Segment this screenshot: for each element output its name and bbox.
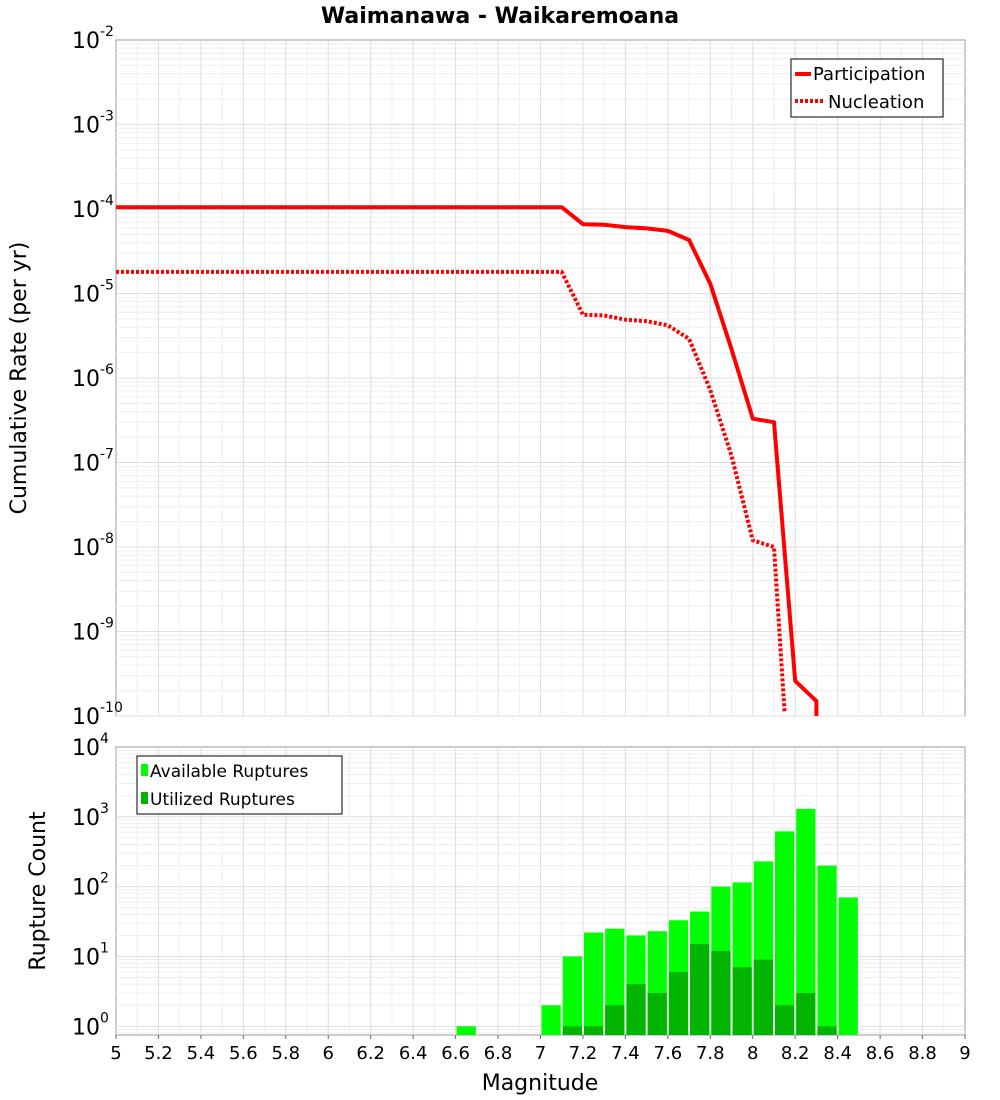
utilized-rupture-bar <box>753 959 773 1035</box>
count-y-tick-label: 101 <box>72 940 109 970</box>
utilized-rupture-bar <box>732 967 752 1035</box>
available-rupture-bar <box>817 865 837 1035</box>
available-rupture-bar <box>774 831 795 1035</box>
count-y-tick-label: 104 <box>72 731 109 761</box>
x-tick-label: 5.8 <box>271 1043 300 1064</box>
utilized-rupture-bar <box>583 1026 604 1035</box>
participation-line <box>116 205 819 716</box>
x-tick-label: 6.8 <box>484 1043 513 1064</box>
rate-y-tick-label: 10-5 <box>72 278 114 308</box>
rate-legend: Participation Nucleation <box>790 58 944 118</box>
utilized-rupture-bar <box>668 971 689 1035</box>
x-tick-label: 7.6 <box>654 1043 683 1064</box>
x-tick-label: 6 <box>323 1043 334 1064</box>
x-tick-label: 5.2 <box>144 1043 173 1064</box>
available-rupture-bar <box>541 1005 561 1035</box>
rate-plot-grid <box>116 40 965 717</box>
count-y-axis-label: Rupture Count <box>26 811 51 971</box>
rate-y-tick-label: 10-10 <box>72 700 123 730</box>
count-y-tick-label: 100 <box>72 1010 109 1040</box>
legend-utilized-label: Utilized Ruptures <box>150 790 295 810</box>
legend-nucleation-label: Nucleation <box>828 92 924 113</box>
x-tick-label: 7.8 <box>696 1043 725 1064</box>
rate-plot: 10-10 10-9 10-8 10-7 10-6 10-5 10-4 10-3 10-2 Cu… <box>7 24 966 730</box>
x-tick-label: 8.8 <box>908 1043 937 1064</box>
utilized-rupture-bar <box>626 984 646 1035</box>
x-axis-label: Magnitude <box>482 1071 599 1096</box>
x-tick-label: 8.6 <box>866 1043 895 1064</box>
x-tick-label: 6.6 <box>441 1043 470 1064</box>
utilized-rupture-bar <box>796 992 816 1035</box>
rate-legend-box <box>790 58 944 118</box>
utilized-rupture-bar <box>774 1005 795 1035</box>
available-rupture-bar <box>456 1026 476 1035</box>
rate-y-axis-label: Cumulative Rate (per yr) <box>7 242 32 515</box>
x-tick-label: 8 <box>747 1043 758 1064</box>
count-y-tick-label: 103 <box>72 801 109 831</box>
rate-y-tick-label: 10-8 <box>72 531 114 561</box>
x-tick-label: 7.4 <box>611 1043 640 1064</box>
rate-y-tick-label: 10-3 <box>72 109 114 139</box>
legend-available-label: Available Ruptures <box>150 762 308 782</box>
rate-y-tick-label: 10-4 <box>72 193 114 223</box>
legend-available-swatch <box>141 764 148 776</box>
utilized-rupture-bar <box>690 944 710 1035</box>
x-tick-label: 5 <box>110 1043 121 1064</box>
count-plot-y-ticks: 100 101 102 103 104 <box>72 731 109 1040</box>
rate-plot-y-ticks: 10-10 10-9 10-8 10-7 10-6 10-5 10-4 10-3 10-2 <box>72 24 123 730</box>
count-plot-bars <box>456 808 858 1035</box>
count-y-tick-label: 102 <box>72 871 109 901</box>
count-plot-x-ticks: 5 5.2 5.4 5.6 5.8 6 6.2 6.4 6.6 6.8 7 7.2 7.4 7.6 7.8 8… <box>110 1035 971 1064</box>
count-plot: 100 101 102 103 104 5 5.2 5.4 5.6 5.8 6 6.2 6.4 6.6 6… <box>26 731 971 1096</box>
utilized-rupture-bar <box>711 950 731 1035</box>
x-tick-label: 7.2 <box>569 1043 598 1064</box>
rate-y-tick-label: 10-9 <box>72 616 114 646</box>
utilized-rupture-bar <box>605 1005 625 1035</box>
rate-y-tick-label: 10-2 <box>72 24 114 54</box>
count-legend: Available Ruptures Utilized Ruptures <box>136 755 343 815</box>
available-rupture-bar <box>562 956 582 1035</box>
count-legend-box <box>136 755 343 815</box>
utilized-rupture-bar <box>647 992 667 1035</box>
rate-y-tick-label: 10-6 <box>72 362 114 392</box>
chart-title: Waimanawa - Waikaremoana <box>321 4 679 29</box>
rate-plot-lines <box>116 205 819 716</box>
x-tick-label: 5.6 <box>229 1043 258 1064</box>
x-tick-label: 8.2 <box>781 1043 810 1064</box>
available-rupture-bar <box>796 808 816 1035</box>
x-tick-label: 6.2 <box>356 1043 385 1064</box>
rate-y-tick-label: 10-7 <box>72 447 114 477</box>
available-rupture-bar <box>583 932 604 1035</box>
x-tick-label: 7 <box>535 1043 546 1064</box>
legend-utilized-swatch <box>141 792 148 804</box>
utilized-rupture-bar <box>562 1026 582 1035</box>
x-tick-label: 6.4 <box>399 1043 428 1064</box>
x-tick-label: 9 <box>959 1043 970 1064</box>
available-rupture-bar <box>838 897 858 1035</box>
x-tick-label: 5.4 <box>187 1043 216 1064</box>
utilized-rupture-bar <box>817 1026 837 1035</box>
nucleation-line <box>116 269 787 713</box>
x-tick-label: 8.4 <box>823 1043 852 1064</box>
legend-participation-label: Participation <box>813 64 925 85</box>
